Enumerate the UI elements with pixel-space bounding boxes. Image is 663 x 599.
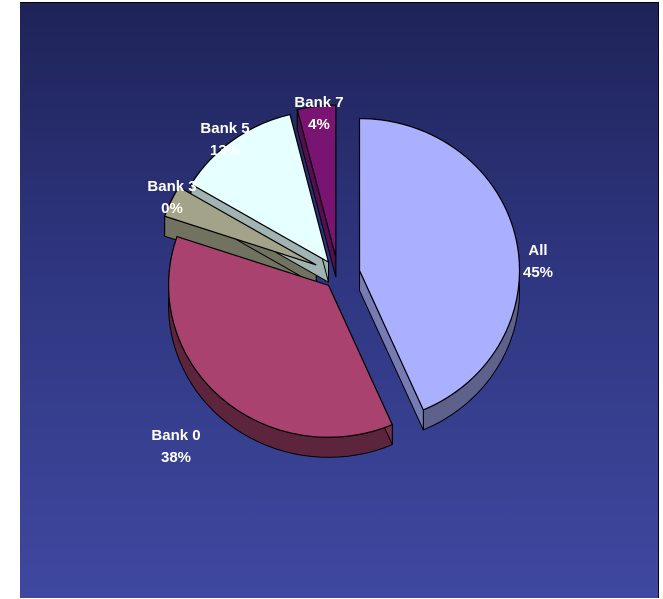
slice-all bbox=[358, 117, 521, 411]
label-name-bank-7: Bank 7 bbox=[294, 94, 343, 111]
label-name-bank-3: Bank 3 bbox=[147, 178, 196, 195]
slice-bank-0 bbox=[167, 235, 394, 438]
slice-bank-7 bbox=[296, 104, 337, 258]
pie-chart: All 45% Bank 0 38% Bank 3 0% Bank 5 13% Bank 7 4% bbox=[147, 94, 553, 466]
pie-slices bbox=[163, 104, 521, 438]
label-name-all: All bbox=[528, 242, 547, 259]
slice-bank-3 bbox=[163, 186, 317, 266]
label-pct-bank-0: 38% bbox=[161, 449, 191, 466]
label-pct-all: 45% bbox=[523, 264, 553, 281]
label-pct-bank-5: 13% bbox=[210, 142, 240, 159]
data-labels: All 45% Bank 0 38% Bank 3 0% Bank 5 13% Bank 7 4% bbox=[147, 94, 553, 466]
label-pct-bank-7: 4% bbox=[308, 116, 330, 133]
label-name-bank-5: Bank 5 bbox=[200, 120, 249, 137]
slice-bank-5 bbox=[190, 113, 330, 264]
label-name-bank-0: Bank 0 bbox=[151, 427, 200, 444]
chart-area: All 45% Bank 0 38% Bank 3 0% Bank 5 13% Bank 7 4% bbox=[20, 2, 659, 598]
label-pct-bank-3: 0% bbox=[161, 200, 183, 217]
